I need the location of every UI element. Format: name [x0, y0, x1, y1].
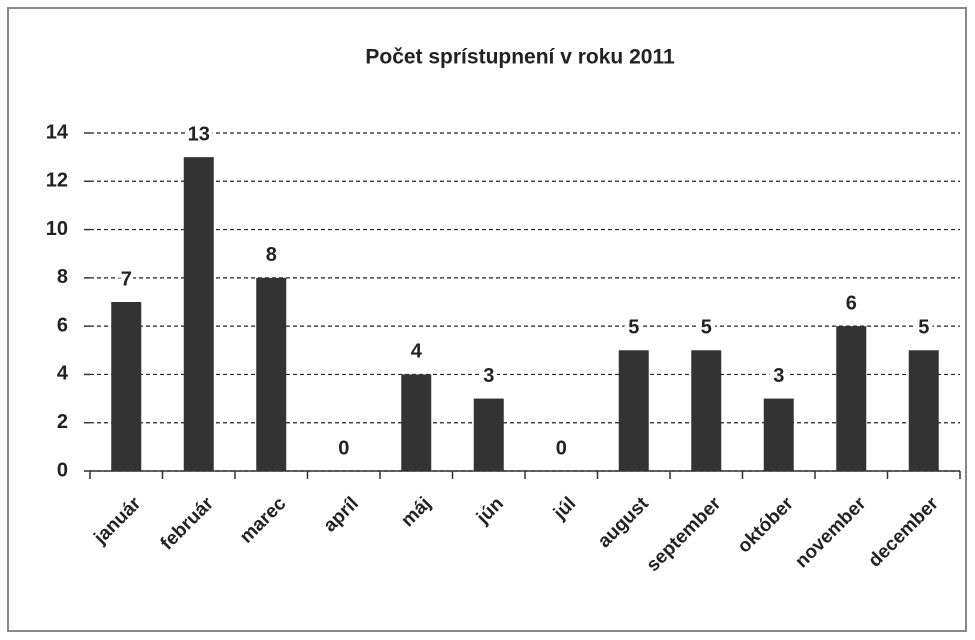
- data-label: 3: [773, 365, 784, 387]
- data-label: 13: [188, 123, 210, 145]
- bar: [763, 398, 794, 471]
- data-label: 4: [411, 341, 423, 363]
- y-tick-label: 12: [46, 170, 68, 192]
- data-label: 5: [628, 317, 639, 339]
- y-tick-label: 4: [57, 363, 69, 385]
- chart-title: Počet sprístupnení v roku 2011: [365, 46, 675, 69]
- data-label: 5: [918, 317, 929, 339]
- bar: [618, 350, 649, 471]
- y-tick-label: 14: [46, 121, 69, 143]
- data-label: 3: [483, 365, 494, 387]
- chart-frame: [7, 7, 967, 632]
- bar: [111, 302, 142, 471]
- bar: [836, 326, 867, 471]
- bar: [473, 398, 504, 471]
- y-tick-label: 0: [57, 459, 68, 481]
- y-tick-label: 2: [57, 411, 68, 433]
- bar: [401, 374, 432, 471]
- bar: [256, 277, 287, 471]
- data-label: 6: [846, 292, 857, 314]
- bar: [908, 350, 939, 471]
- data-label: 7: [121, 268, 132, 290]
- bar: [691, 350, 722, 471]
- data-label: 0: [556, 437, 567, 459]
- data-label: 0: [338, 437, 349, 459]
- bar: [183, 157, 214, 471]
- data-label: 8: [266, 244, 277, 266]
- y-tick-label: 6: [57, 314, 68, 336]
- y-tick-label: 10: [46, 218, 68, 240]
- y-tick-label: 8: [57, 266, 68, 288]
- data-label: 5: [701, 317, 712, 339]
